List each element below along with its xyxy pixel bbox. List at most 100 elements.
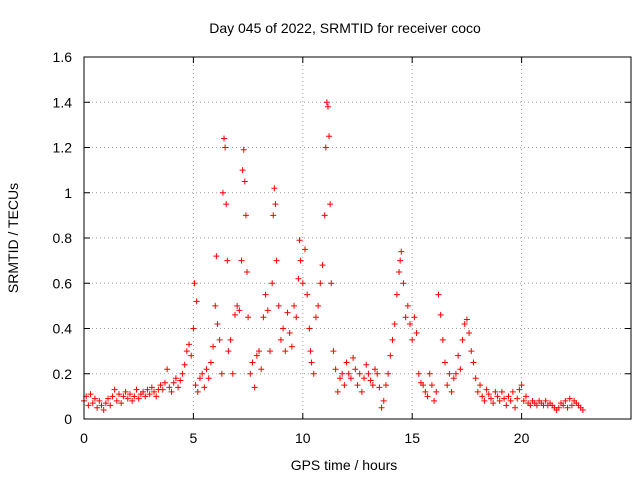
data-point bbox=[157, 382, 164, 389]
data-point bbox=[193, 298, 200, 305]
data-point bbox=[485, 391, 492, 398]
data-point bbox=[133, 386, 140, 393]
data-point bbox=[397, 257, 404, 264]
data-point bbox=[245, 314, 252, 321]
data-point bbox=[224, 257, 231, 264]
data-point bbox=[315, 302, 322, 309]
data-point bbox=[205, 375, 212, 382]
data-point bbox=[266, 348, 273, 355]
data-point bbox=[420, 382, 427, 389]
data-point bbox=[116, 391, 123, 398]
data-point bbox=[181, 361, 188, 368]
data-point bbox=[444, 382, 451, 389]
data-point bbox=[382, 382, 389, 389]
data-point bbox=[238, 257, 245, 264]
data-point bbox=[253, 352, 260, 359]
data-point bbox=[239, 167, 246, 174]
data-point bbox=[87, 391, 94, 398]
data-point bbox=[291, 302, 298, 309]
x-axis-label: GPS time / hours bbox=[291, 457, 398, 473]
data-point bbox=[231, 311, 238, 318]
data-point bbox=[568, 402, 575, 409]
data-point bbox=[199, 370, 206, 377]
data-point bbox=[94, 404, 101, 411]
data-point bbox=[385, 370, 392, 377]
data-point bbox=[170, 379, 177, 386]
data-point bbox=[463, 316, 470, 323]
data-point bbox=[102, 400, 109, 407]
data-point bbox=[487, 395, 494, 402]
data-point bbox=[183, 348, 190, 355]
data-point bbox=[212, 302, 219, 309]
data-point bbox=[474, 388, 481, 395]
data-point bbox=[483, 386, 490, 393]
data-point bbox=[129, 397, 136, 404]
data-point bbox=[210, 343, 217, 350]
data-point bbox=[422, 388, 429, 395]
y-tick-label: 1.6 bbox=[53, 49, 73, 65]
data-point bbox=[437, 311, 444, 318]
x-tick-label: 5 bbox=[190, 430, 198, 446]
data-point bbox=[288, 343, 295, 350]
data-point bbox=[190, 325, 197, 332]
data-point bbox=[369, 382, 376, 389]
data-point bbox=[179, 370, 186, 377]
y-tick-labels: 0 0.2 0.4 0.6 0.8 1 1.2 1.4 1.6 bbox=[53, 49, 73, 427]
data-point bbox=[175, 384, 182, 391]
data-point bbox=[191, 280, 198, 287]
data-point bbox=[424, 393, 431, 400]
data-point bbox=[398, 248, 405, 255]
data-point bbox=[361, 375, 368, 382]
data-point bbox=[393, 291, 400, 298]
data-point bbox=[358, 388, 365, 395]
data-point bbox=[365, 370, 372, 377]
data-point bbox=[146, 391, 153, 398]
data-point bbox=[166, 384, 173, 391]
data-point bbox=[251, 384, 258, 391]
data-point bbox=[560, 402, 567, 409]
data-point bbox=[415, 370, 422, 377]
data-point bbox=[131, 393, 138, 400]
x-tick-labels: 0 5 10 15 20 bbox=[80, 430, 529, 446]
data-point bbox=[124, 395, 131, 402]
chart-title: Day 045 of 2022, SRMTID for receiver coc… bbox=[209, 20, 481, 36]
data-point bbox=[282, 348, 289, 355]
data-point bbox=[402, 314, 409, 321]
data-point bbox=[481, 397, 488, 404]
data-point bbox=[249, 359, 256, 366]
data-point bbox=[222, 144, 229, 151]
data-point bbox=[240, 146, 247, 153]
data-point bbox=[242, 212, 249, 219]
data-point bbox=[327, 201, 334, 208]
data-point bbox=[520, 397, 527, 404]
data-point bbox=[450, 375, 457, 382]
data-point bbox=[345, 370, 352, 377]
data-point bbox=[579, 406, 586, 413]
data-point bbox=[213, 253, 220, 260]
data-point bbox=[256, 348, 263, 355]
data-point bbox=[501, 395, 508, 402]
data-point bbox=[319, 262, 326, 269]
data-point bbox=[277, 336, 284, 343]
data-point bbox=[91, 395, 98, 402]
plot-frame bbox=[83, 56, 632, 420]
data-point bbox=[391, 320, 398, 327]
data-point bbox=[216, 336, 223, 343]
data-point bbox=[321, 212, 328, 219]
data-point bbox=[271, 185, 278, 192]
x-tick-label: 10 bbox=[295, 430, 311, 446]
data-point bbox=[273, 257, 280, 264]
data-point bbox=[409, 336, 416, 343]
data-point bbox=[339, 370, 346, 377]
data-point bbox=[372, 366, 379, 373]
data-point bbox=[448, 388, 455, 395]
data-point bbox=[85, 402, 92, 409]
data-point bbox=[387, 352, 394, 359]
data-point bbox=[312, 314, 319, 321]
data-point bbox=[380, 397, 387, 404]
data-point bbox=[498, 388, 505, 395]
data-point bbox=[308, 359, 315, 366]
data-point bbox=[284, 309, 291, 316]
data-point bbox=[527, 402, 534, 409]
